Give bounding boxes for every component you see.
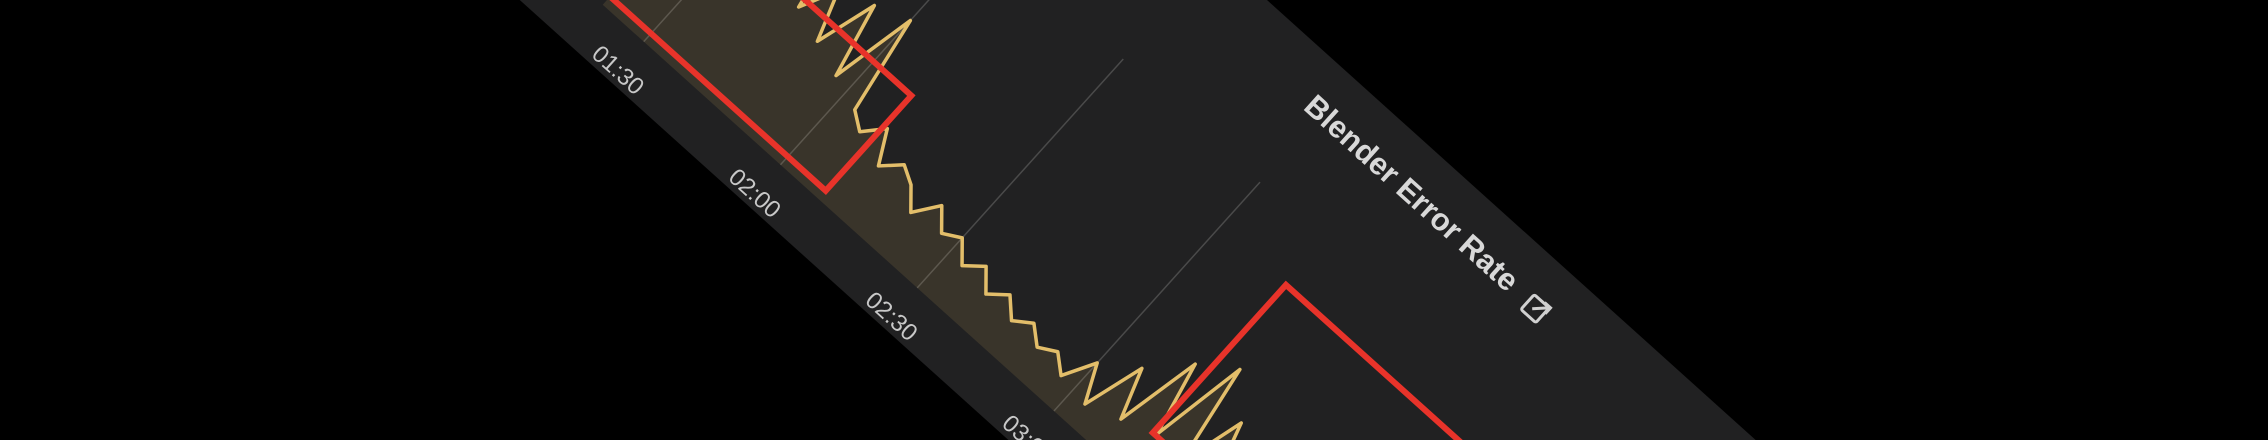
share-icon[interactable] (1520, 293, 1553, 324)
grid-line (643, 0, 851, 43)
highlight-box (1148, 280, 1737, 440)
line-area (602, 0, 1242, 440)
highlight-box (349, 0, 916, 195)
grid-line (779, 0, 988, 166)
grid-line (1053, 181, 1261, 412)
grid-line (916, 58, 1124, 289)
line-series (705, 0, 1244, 440)
icon-frame (1520, 293, 1550, 324)
icon-arrow (1532, 301, 1553, 315)
